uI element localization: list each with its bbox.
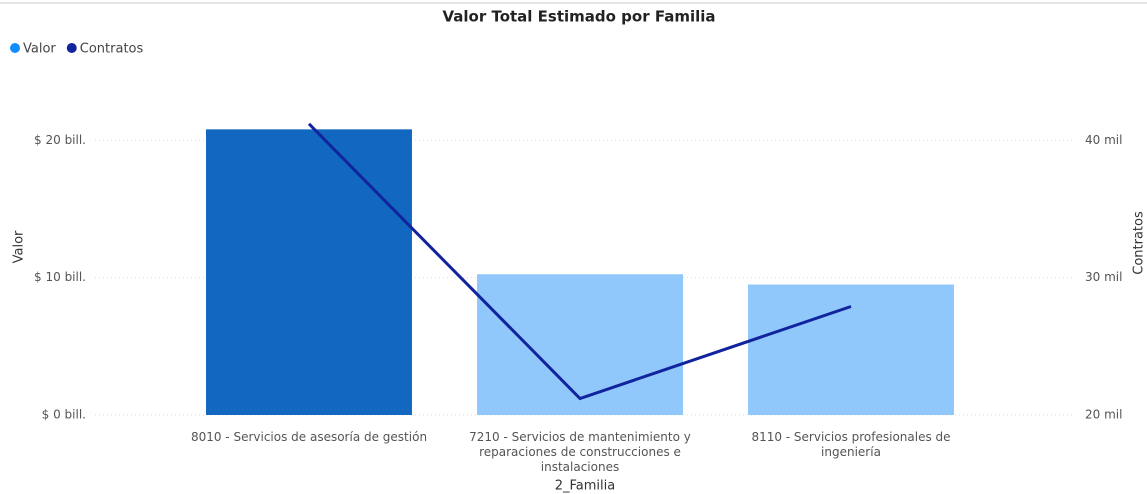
chart-title: Valor Total Estimado por Familia xyxy=(442,8,715,26)
x-tick-line: reparaciones de construcciones e xyxy=(479,445,681,459)
bar xyxy=(748,284,954,415)
legend-label: Valor xyxy=(23,42,56,57)
x-tick-label: 7210 - Servicios de mantenimiento y repar… xyxy=(469,430,691,474)
line xyxy=(307,122,852,401)
y-tick-label: $ 10 bill. xyxy=(34,270,86,284)
x-tick-line: 8010 - Servicios de asesoría de gestión xyxy=(191,430,427,444)
legend-label: Contratos xyxy=(80,42,144,57)
y2-tick-label: 30 mil xyxy=(1085,270,1122,284)
x-tick-line: ingeniería xyxy=(821,445,881,459)
legend-marker xyxy=(66,43,77,53)
y-axis-title: Valor xyxy=(12,230,27,263)
y-tick-label: $ 20 bill. xyxy=(34,133,86,147)
y2-tick-label: 40 mil xyxy=(1085,133,1122,147)
x-axis-title: 2_Familia xyxy=(555,479,616,494)
y-tick-label: $ 0 bill. xyxy=(42,408,86,422)
x-tick-line: instalaciones xyxy=(541,460,619,474)
x-tick-line: 7210 - Servicios de mantenimiento y xyxy=(469,430,691,444)
x-tick-line: 8110 - Servicios profesionales de xyxy=(751,430,950,444)
x-tick-label: 8110 - Servicios profesionales de ingenie… xyxy=(751,430,950,459)
y2-axis-title: Contratos xyxy=(1132,211,1147,275)
x-tick-label: 8010 - Servicios de asesoría de gestión xyxy=(191,430,427,444)
legend-marker xyxy=(10,43,20,53)
bar xyxy=(206,129,412,415)
bar xyxy=(477,274,683,415)
y2-tick-label: 20 mil xyxy=(1085,408,1122,422)
